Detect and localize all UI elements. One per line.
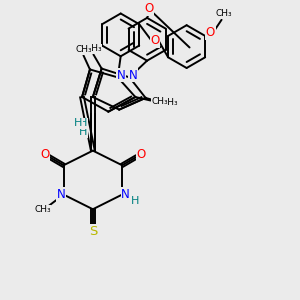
Text: N: N [57, 188, 66, 201]
Text: O: O [151, 34, 160, 47]
Text: CH₃: CH₃ [215, 9, 232, 18]
Text: CH₃: CH₃ [34, 205, 51, 214]
Text: N: N [117, 68, 126, 82]
Text: H: H [74, 118, 82, 128]
Text: CH₃: CH₃ [151, 97, 168, 106]
Text: O: O [144, 2, 153, 15]
Text: CH₃: CH₃ [161, 98, 178, 107]
Text: S: S [89, 225, 97, 238]
Text: N: N [129, 68, 137, 82]
Text: H: H [79, 127, 88, 137]
Text: CH₃: CH₃ [75, 45, 92, 54]
Text: H: H [79, 118, 87, 128]
Text: O: O [136, 148, 146, 160]
Text: CH₃: CH₃ [85, 44, 102, 53]
Text: O: O [206, 26, 215, 40]
Text: H: H [131, 196, 140, 206]
Text: N: N [121, 188, 130, 201]
Text: O: O [40, 148, 49, 160]
